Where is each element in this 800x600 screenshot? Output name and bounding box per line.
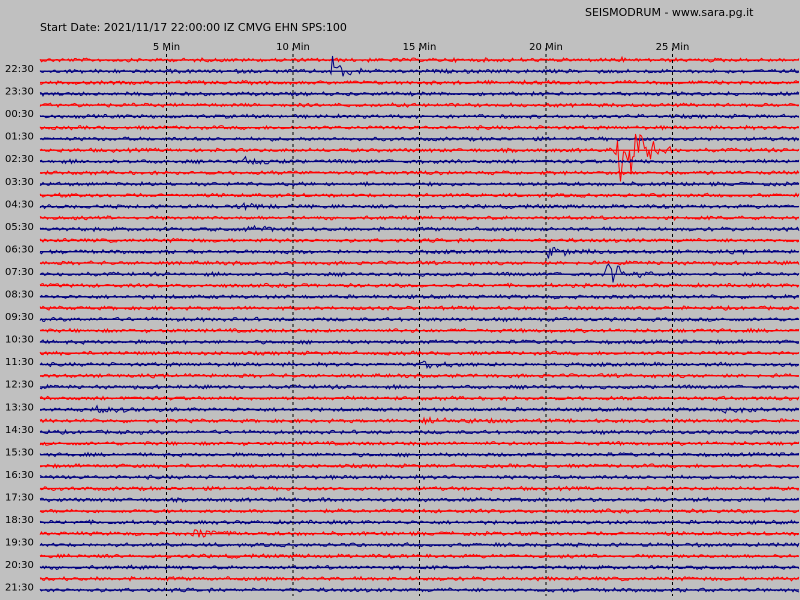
row-time-label: 10:30 (5, 335, 34, 346)
row-time-label: 09:30 (5, 312, 34, 323)
row-time-label: 03:30 (5, 177, 34, 188)
row-label-background (2, 401, 36, 414)
x-tick-label: 15 Min (403, 42, 437, 53)
row-label-background (2, 423, 36, 436)
trace-line (39, 541, 800, 548)
row-time-label: 18:30 (5, 515, 34, 526)
row-label-background (2, 265, 36, 278)
row-time-label: 11:30 (5, 357, 34, 368)
row-labels: 22:30 23:30 00:30 01:30 02:30 03:30 04:30 05:30… (2, 63, 36, 594)
row-time-label: 12:30 (5, 380, 34, 391)
row-time-label: 21:30 (5, 583, 34, 594)
row-label-background (2, 63, 36, 75)
row-time-label: 19:30 (5, 538, 34, 549)
row-time-label: 22:30 (5, 64, 34, 75)
row-time-label: 20:30 (5, 560, 34, 571)
row-time-label: 07:30 (5, 267, 34, 278)
row-time-label: 16:30 (5, 470, 34, 481)
row-time-label: 01:30 (5, 132, 34, 143)
row-label-background (2, 581, 36, 594)
row-time-label: 08:30 (5, 290, 34, 301)
row-time-label: 15:30 (5, 447, 34, 458)
grid-lines (166, 48, 673, 596)
row-time-label: 05:30 (5, 222, 34, 233)
row-label-background (2, 559, 36, 572)
x-tick-label: 10 Min (276, 42, 310, 53)
start-date-info: Start Date: 2021/11/17 22:00:00 IZ CMVG … (40, 21, 347, 34)
row-label-background (2, 356, 36, 369)
row-time-label: 14:30 (5, 425, 34, 436)
row-label-background (2, 333, 36, 346)
row-time-label: 13:30 (5, 402, 34, 413)
chart-title: SEISMODRUM - www.sara.pg.it (585, 6, 754, 19)
trace-line (39, 462, 800, 470)
row-time-label: 06:30 (5, 244, 34, 255)
row-time-label: 23:30 (5, 87, 34, 98)
row-label-background (2, 514, 36, 527)
row-label-background (2, 198, 36, 211)
row-label-background (2, 130, 36, 143)
row-time-label: 02:30 (5, 154, 34, 165)
row-label-background (2, 311, 36, 324)
row-label-background (2, 175, 36, 188)
x-tick-label: 5 Min (153, 42, 180, 53)
x-tick-label: 25 Min (656, 42, 690, 53)
row-label-background (2, 536, 36, 549)
trace-line (39, 169, 800, 176)
row-label-background (2, 243, 36, 256)
row-time-label: 04:30 (5, 199, 34, 210)
x-tick-label: 20 Min (529, 42, 563, 53)
row-label-background (2, 491, 36, 504)
row-label-background (2, 108, 36, 121)
row-label-background (2, 220, 36, 233)
row-label-background (2, 446, 36, 459)
row-label-background (2, 468, 36, 481)
trace-line (39, 350, 800, 357)
x-axis-ticks: 5 Min 10 Min 15 Min 20 Min 25 Min (153, 42, 689, 53)
row-time-label: 00:30 (5, 109, 34, 120)
row-label-background (2, 378, 36, 391)
row-label-background (2, 85, 36, 98)
row-time-label: 17:30 (5, 493, 34, 504)
row-label-background (2, 153, 36, 166)
row-label-background (2, 288, 36, 301)
